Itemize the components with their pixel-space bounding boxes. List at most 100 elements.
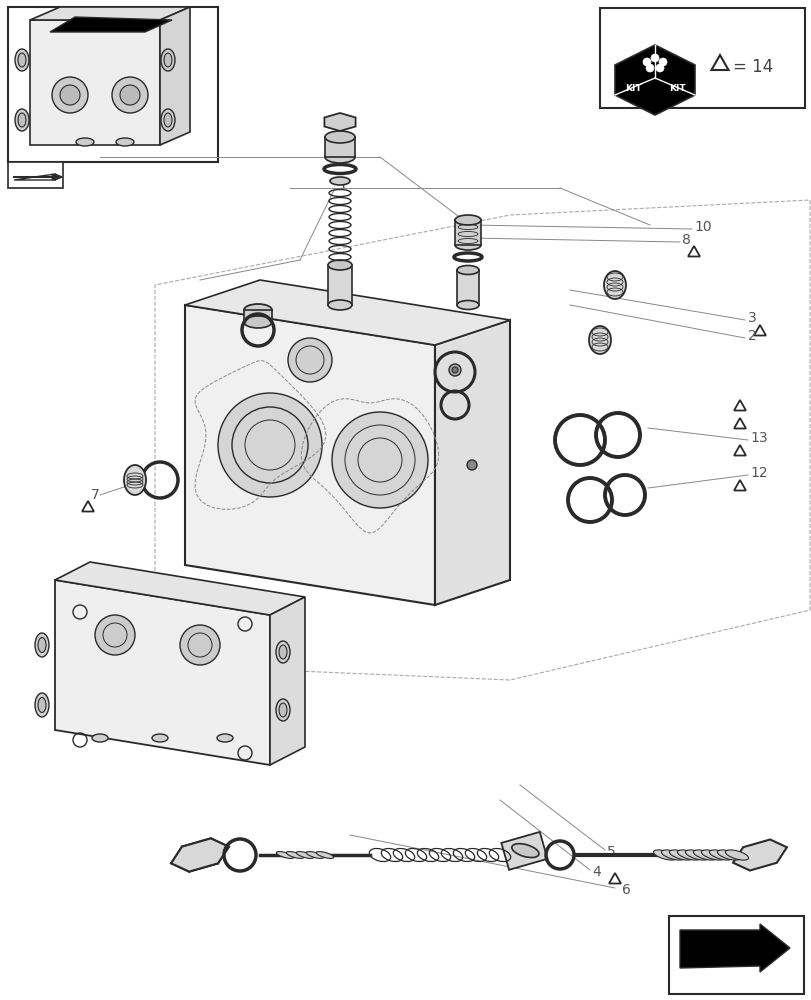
Ellipse shape bbox=[676, 850, 700, 860]
Ellipse shape bbox=[276, 852, 294, 858]
Ellipse shape bbox=[511, 844, 539, 858]
Circle shape bbox=[655, 64, 663, 72]
Polygon shape bbox=[30, 20, 160, 145]
Text: 10: 10 bbox=[693, 220, 710, 234]
Ellipse shape bbox=[324, 151, 354, 163]
Circle shape bbox=[659, 58, 666, 66]
Ellipse shape bbox=[243, 304, 272, 316]
Circle shape bbox=[650, 54, 659, 62]
Ellipse shape bbox=[217, 734, 233, 742]
Ellipse shape bbox=[15, 49, 29, 71]
Circle shape bbox=[288, 338, 332, 382]
Ellipse shape bbox=[329, 177, 350, 185]
Polygon shape bbox=[50, 17, 172, 32]
Text: KIT: KIT bbox=[624, 84, 641, 93]
Polygon shape bbox=[185, 305, 435, 605]
Ellipse shape bbox=[316, 852, 333, 858]
Ellipse shape bbox=[709, 850, 732, 860]
Ellipse shape bbox=[324, 131, 354, 143]
Ellipse shape bbox=[668, 850, 692, 860]
Ellipse shape bbox=[164, 113, 172, 127]
Ellipse shape bbox=[15, 109, 29, 131]
Bar bbox=[8, 162, 63, 188]
Ellipse shape bbox=[717, 850, 740, 860]
Ellipse shape bbox=[276, 641, 290, 663]
Polygon shape bbox=[160, 7, 190, 145]
Bar bbox=[599, 8, 804, 108]
Ellipse shape bbox=[588, 326, 610, 354]
Circle shape bbox=[642, 58, 650, 66]
Circle shape bbox=[60, 85, 80, 105]
Circle shape bbox=[180, 625, 220, 665]
Circle shape bbox=[95, 615, 135, 655]
Ellipse shape bbox=[92, 734, 108, 742]
Ellipse shape bbox=[38, 638, 46, 652]
Ellipse shape bbox=[38, 698, 46, 712]
Ellipse shape bbox=[279, 703, 286, 717]
Polygon shape bbox=[614, 45, 694, 115]
Text: 9: 9 bbox=[233, 445, 242, 459]
Polygon shape bbox=[14, 174, 62, 180]
Circle shape bbox=[332, 412, 427, 508]
Ellipse shape bbox=[161, 49, 175, 71]
Polygon shape bbox=[185, 280, 509, 345]
Text: KIT: KIT bbox=[668, 84, 684, 93]
Ellipse shape bbox=[164, 53, 172, 67]
Polygon shape bbox=[55, 562, 305, 615]
Text: 3: 3 bbox=[747, 311, 756, 325]
Bar bbox=[454, 220, 480, 245]
Text: = 14: = 14 bbox=[732, 58, 772, 76]
Ellipse shape bbox=[454, 240, 480, 250]
Text: 6: 6 bbox=[621, 883, 630, 897]
Ellipse shape bbox=[124, 465, 146, 495]
Polygon shape bbox=[500, 832, 547, 870]
Circle shape bbox=[52, 77, 88, 113]
Ellipse shape bbox=[116, 138, 134, 146]
Text: 13: 13 bbox=[749, 431, 766, 445]
Ellipse shape bbox=[724, 850, 748, 860]
Ellipse shape bbox=[661, 850, 684, 860]
Bar bbox=[324, 137, 354, 157]
Ellipse shape bbox=[457, 300, 478, 310]
Ellipse shape bbox=[454, 215, 480, 225]
Polygon shape bbox=[30, 7, 190, 20]
Polygon shape bbox=[55, 580, 270, 765]
Ellipse shape bbox=[18, 113, 26, 127]
Polygon shape bbox=[435, 320, 509, 605]
Text: 7: 7 bbox=[91, 488, 100, 502]
Ellipse shape bbox=[457, 265, 478, 274]
Bar bbox=[457, 270, 478, 305]
Circle shape bbox=[646, 64, 653, 72]
Ellipse shape bbox=[276, 699, 290, 721]
Polygon shape bbox=[324, 113, 355, 131]
Circle shape bbox=[120, 85, 139, 105]
Text: 4: 4 bbox=[591, 865, 600, 879]
Bar bbox=[243, 310, 272, 322]
Bar bbox=[668, 916, 803, 994]
Ellipse shape bbox=[152, 734, 168, 742]
Text: 5: 5 bbox=[607, 845, 615, 859]
Ellipse shape bbox=[653, 850, 676, 860]
Ellipse shape bbox=[35, 633, 49, 657]
Ellipse shape bbox=[693, 850, 715, 860]
Ellipse shape bbox=[328, 260, 351, 270]
Ellipse shape bbox=[76, 138, 94, 146]
Text: 1: 1 bbox=[337, 178, 346, 192]
Polygon shape bbox=[52, 174, 62, 180]
Ellipse shape bbox=[35, 693, 49, 717]
Circle shape bbox=[217, 393, 322, 497]
Ellipse shape bbox=[286, 852, 303, 858]
Ellipse shape bbox=[296, 852, 313, 858]
Bar bbox=[328, 265, 351, 305]
Text: 11: 11 bbox=[224, 423, 242, 437]
Ellipse shape bbox=[701, 850, 723, 860]
Polygon shape bbox=[679, 924, 789, 972]
Ellipse shape bbox=[603, 271, 625, 299]
Polygon shape bbox=[270, 597, 305, 765]
Ellipse shape bbox=[18, 53, 26, 67]
Polygon shape bbox=[171, 838, 229, 872]
Text: 8: 8 bbox=[681, 233, 690, 247]
Ellipse shape bbox=[306, 852, 324, 858]
Ellipse shape bbox=[684, 850, 708, 860]
Polygon shape bbox=[732, 839, 786, 871]
